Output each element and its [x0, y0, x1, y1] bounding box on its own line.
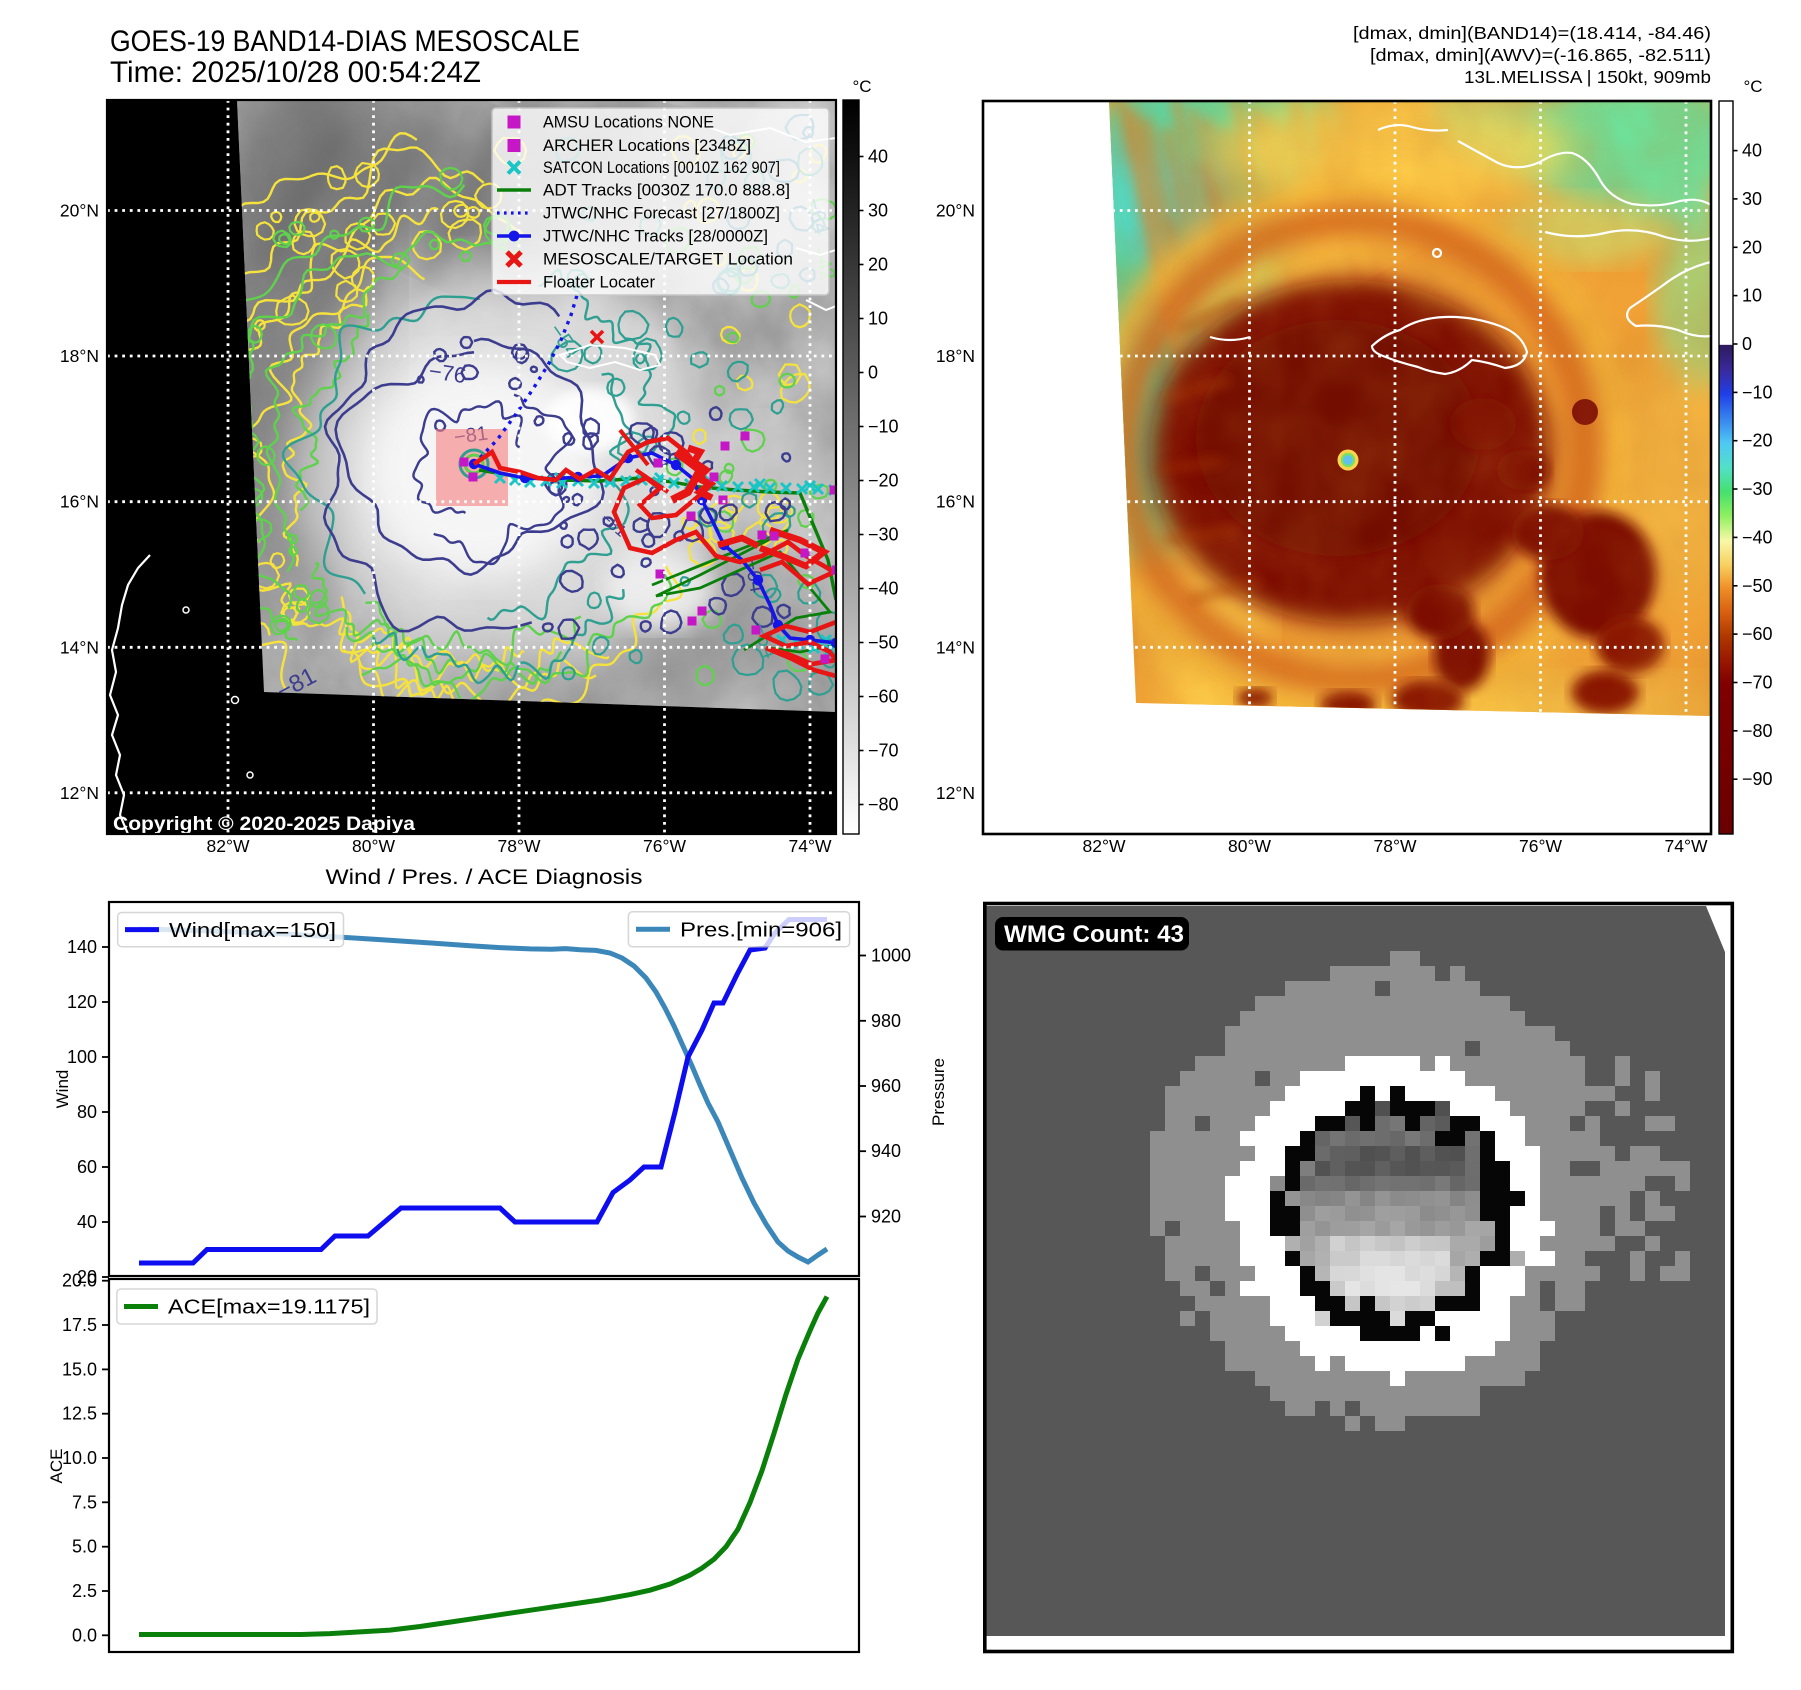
- svg-text:−40: −40: [868, 579, 899, 599]
- svg-text:−70: −70: [1742, 673, 1773, 693]
- svg-text:30: 30: [868, 201, 888, 221]
- svg-text:20.0: 20.0: [62, 1271, 97, 1291]
- svg-text:−70: −70: [868, 741, 899, 761]
- svg-text:78°W: 78°W: [498, 836, 541, 856]
- svg-text:7.5: 7.5: [72, 1492, 97, 1512]
- svg-text:−60: −60: [1742, 624, 1773, 644]
- svg-text:[dmax, dmin](BAND14)=(18.414,: [dmax, dmin](BAND14)=(18.414, -84.46): [1353, 23, 1711, 43]
- svg-text:−90: −90: [1742, 769, 1773, 789]
- svg-text:16°N: 16°N: [60, 492, 99, 512]
- svg-text:Wind / Pres. / ACE Diagnosis: Wind / Pres. / ACE Diagnosis: [326, 865, 643, 889]
- svg-text:JTWC/NHC Forecast [27/1800Z]: JTWC/NHC Forecast [27/1800Z]: [543, 205, 780, 223]
- svg-text:82°W: 82°W: [1083, 836, 1126, 856]
- svg-text:GOES-19 BAND14-DIAS MESOSCALE: GOES-19 BAND14-DIAS MESOSCALE: [110, 25, 580, 58]
- svg-text:AMSU Locations NONE: AMSU Locations NONE: [543, 114, 714, 132]
- svg-text:40: 40: [868, 147, 888, 167]
- svg-text:−30: −30: [868, 525, 899, 545]
- svg-text:20°N: 20°N: [936, 201, 975, 221]
- svg-text:Pres.[min=906]: Pres.[min=906]: [680, 920, 842, 942]
- svg-text:30: 30: [1742, 189, 1762, 209]
- svg-text:18°N: 18°N: [936, 346, 975, 366]
- svg-text:76°W: 76°W: [643, 836, 686, 856]
- svg-text:20°N: 20°N: [60, 201, 99, 221]
- svg-text:1000: 1000: [871, 946, 911, 966]
- svg-text:17.5: 17.5: [62, 1315, 97, 1335]
- svg-text:18°N: 18°N: [60, 346, 99, 366]
- svg-text:−60: −60: [868, 687, 899, 707]
- svg-text:0: 0: [868, 363, 878, 383]
- svg-text:920: 920: [871, 1207, 901, 1227]
- svg-text:60: 60: [77, 1157, 97, 1177]
- svg-text:82°W: 82°W: [207, 836, 250, 856]
- svg-text:40: 40: [1742, 141, 1762, 161]
- svg-text:80: 80: [77, 1102, 97, 1122]
- svg-text:ACE[max=19.1175]: ACE[max=19.1175]: [168, 1297, 370, 1319]
- svg-text:−40: −40: [1742, 527, 1773, 547]
- svg-text:15.0: 15.0: [62, 1359, 97, 1379]
- svg-text:12°N: 12°N: [936, 783, 975, 803]
- svg-text:Time: 2025/10/28 00:54:24Z: Time: 2025/10/28 00:54:24Z: [110, 56, 481, 89]
- svg-text:−10: −10: [1742, 382, 1773, 402]
- svg-text:Floater Locater: Floater Locater: [543, 274, 655, 292]
- svg-text:74°W: 74°W: [1665, 836, 1708, 856]
- svg-text:0: 0: [1742, 334, 1752, 354]
- svg-text:10: 10: [1742, 286, 1762, 306]
- svg-text:960: 960: [871, 1076, 901, 1096]
- svg-text:980: 980: [871, 1011, 901, 1031]
- svg-text:100: 100: [67, 1047, 97, 1067]
- svg-text:140: 140: [67, 937, 97, 957]
- svg-text:°C: °C: [1743, 77, 1762, 96]
- svg-text:−76: −76: [427, 358, 467, 388]
- svg-text:20: 20: [77, 1267, 97, 1287]
- svg-text:−10: −10: [868, 417, 899, 437]
- svg-text:12.5: 12.5: [62, 1404, 97, 1424]
- svg-text:ARCHER Locations [2348Z]: ARCHER Locations [2348Z]: [543, 137, 751, 155]
- svg-text:5.0: 5.0: [72, 1537, 97, 1557]
- svg-text:−20: −20: [1742, 431, 1773, 451]
- svg-text:−50: −50: [868, 633, 899, 653]
- svg-text:40: 40: [77, 1212, 97, 1232]
- svg-text:WMG Count: 43: WMG Count: 43: [1004, 921, 1184, 948]
- svg-text:°C: °C: [852, 77, 871, 96]
- svg-text:[dmax, dmin](AWV)=(-16.865, -8: [dmax, dmin](AWV)=(-16.865, -82.511): [1370, 45, 1711, 65]
- svg-text:Wind[max=150]: Wind[max=150]: [169, 920, 336, 942]
- svg-text:20: 20: [868, 255, 888, 275]
- svg-text:SATCON Locations [0010Z 162 90: SATCON Locations [0010Z 162 907]: [543, 159, 780, 177]
- svg-text:14°N: 14°N: [60, 637, 99, 657]
- svg-text:12°N: 12°N: [60, 783, 99, 803]
- svg-text:20: 20: [1742, 237, 1762, 257]
- svg-text:−20: −20: [868, 471, 899, 491]
- svg-text:ADT Tracks [0030Z 170.0 888.8]: ADT Tracks [0030Z 170.0 888.8]: [543, 182, 790, 200]
- svg-text:78°W: 78°W: [1374, 836, 1417, 856]
- svg-text:74°W: 74°W: [789, 836, 832, 856]
- svg-text:ACE: ACE: [47, 1449, 66, 1484]
- svg-text:940: 940: [871, 1141, 901, 1161]
- svg-text:−50: −50: [1742, 576, 1773, 596]
- svg-text:80°W: 80°W: [1228, 836, 1271, 856]
- svg-text:10: 10: [868, 309, 888, 329]
- svg-text:Copyright © 2020-2025 Dapiya: Copyright © 2020-2025 Dapiya: [113, 813, 415, 835]
- svg-text:120: 120: [67, 992, 97, 1012]
- svg-text:MESOSCALE/TARGET Location: MESOSCALE/TARGET Location: [543, 251, 793, 269]
- svg-text:14°N: 14°N: [936, 637, 975, 657]
- svg-text:76°W: 76°W: [1519, 836, 1562, 856]
- svg-text:80°W: 80°W: [352, 836, 395, 856]
- svg-text:JTWC/NHC Tracks [28/0000Z]: JTWC/NHC Tracks [28/0000Z]: [543, 228, 768, 246]
- svg-text:10.0: 10.0: [62, 1448, 97, 1468]
- svg-text:Wind: Wind: [53, 1070, 72, 1109]
- svg-text:Pressure: Pressure: [929, 1058, 948, 1126]
- svg-text:16°N: 16°N: [936, 492, 975, 512]
- svg-text:−30: −30: [1742, 479, 1773, 499]
- svg-text:2.5: 2.5: [72, 1581, 97, 1601]
- svg-text:−80: −80: [1742, 721, 1773, 741]
- svg-text:0.0: 0.0: [72, 1625, 97, 1645]
- svg-text:−80: −80: [868, 795, 899, 815]
- svg-text:13L.MELISSA | 150kt, 909mb: 13L.MELISSA | 150kt, 909mb: [1464, 67, 1711, 87]
